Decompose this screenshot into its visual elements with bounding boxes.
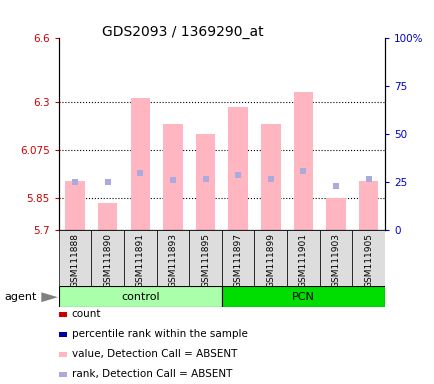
Point xyxy=(332,183,339,189)
Point xyxy=(202,175,209,182)
Bar xyxy=(189,230,221,286)
Text: GSM111901: GSM111901 xyxy=(298,233,307,288)
Polygon shape xyxy=(41,292,58,302)
Text: agent: agent xyxy=(4,292,36,302)
Bar xyxy=(254,230,286,286)
Point xyxy=(137,170,144,176)
Text: percentile rank within the sample: percentile rank within the sample xyxy=(71,329,247,339)
Text: value, Detection Call = ABSENT: value, Detection Call = ABSENT xyxy=(71,349,237,359)
Point xyxy=(234,172,241,178)
Bar xyxy=(124,230,156,286)
Text: GSM111903: GSM111903 xyxy=(331,233,340,288)
Point xyxy=(267,175,274,182)
Bar xyxy=(319,230,352,286)
Bar xyxy=(163,124,182,230)
Bar xyxy=(293,92,312,230)
Text: GSM111895: GSM111895 xyxy=(201,233,210,288)
Bar xyxy=(130,98,150,230)
Bar xyxy=(59,286,221,307)
Bar xyxy=(286,230,319,286)
Point xyxy=(104,179,111,185)
Text: PCN: PCN xyxy=(291,291,314,302)
Text: GSM111888: GSM111888 xyxy=(70,233,79,288)
Bar xyxy=(228,107,247,230)
Text: GSM111893: GSM111893 xyxy=(168,233,177,288)
Bar xyxy=(156,230,189,286)
Bar xyxy=(221,286,384,307)
Point xyxy=(365,175,372,182)
Point xyxy=(71,179,79,185)
Text: count: count xyxy=(71,309,101,319)
Bar xyxy=(195,134,215,230)
Bar xyxy=(260,124,280,230)
Text: GSM111891: GSM111891 xyxy=(135,233,145,288)
Bar xyxy=(221,230,254,286)
Text: rank, Detection Call = ABSENT: rank, Detection Call = ABSENT xyxy=(71,369,231,379)
Text: GSM111897: GSM111897 xyxy=(233,233,242,288)
Text: GSM111899: GSM111899 xyxy=(266,233,275,288)
Bar xyxy=(98,203,117,230)
Text: GSM111890: GSM111890 xyxy=(103,233,112,288)
Bar xyxy=(91,230,124,286)
Point xyxy=(169,177,176,184)
Bar xyxy=(65,181,85,230)
Text: GSM111905: GSM111905 xyxy=(363,233,372,288)
Point xyxy=(299,168,306,174)
Bar xyxy=(358,181,378,230)
Text: control: control xyxy=(121,291,159,302)
Text: GDS2093 / 1369290_at: GDS2093 / 1369290_at xyxy=(102,25,263,39)
Bar xyxy=(352,230,384,286)
Bar xyxy=(326,199,345,230)
Bar xyxy=(59,230,91,286)
